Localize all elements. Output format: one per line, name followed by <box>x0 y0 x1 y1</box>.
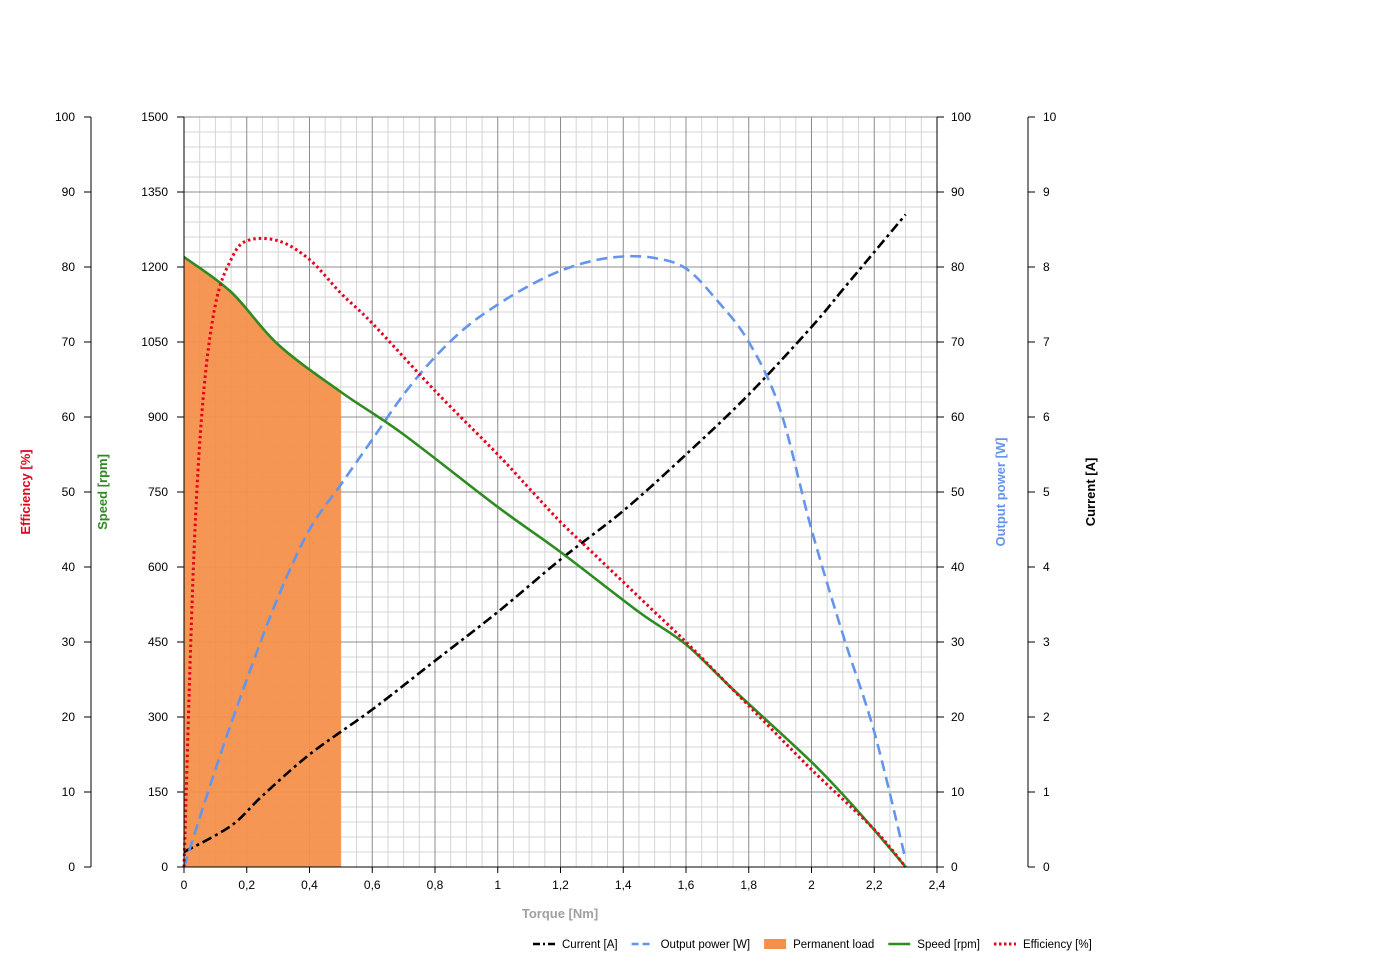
efficiency-tick-label: 100 <box>55 110 75 124</box>
efficiency-tick-label: 0 <box>68 860 75 874</box>
speed-tick-label: 1050 <box>141 335 168 349</box>
permanent-load-area-layer <box>184 257 341 867</box>
output-power-tick-label: 80 <box>951 260 965 274</box>
speed-tick-label: 900 <box>148 410 168 424</box>
efficiency-tick-label: 10 <box>62 785 76 799</box>
output-power-tick-label: 50 <box>951 485 965 499</box>
efficiency-tick-label: 90 <box>62 185 76 199</box>
output-power-tick-label: 0 <box>951 860 958 874</box>
speed-tick-label: 300 <box>148 710 168 724</box>
x-tick-label: 2,4 <box>929 878 946 892</box>
efficiency-tick-label: 70 <box>62 335 76 349</box>
x-tick-label: 0,4 <box>301 878 318 892</box>
speed-tick-label: 150 <box>148 785 168 799</box>
current-tick-label: 4 <box>1043 560 1050 574</box>
current-tick-label: 0 <box>1043 860 1050 874</box>
x-tick-label: 2,2 <box>866 878 883 892</box>
current-tick-label: 3 <box>1043 635 1050 649</box>
permanent-load-legend-swatch <box>764 939 787 949</box>
efficiency-tick-label: 50 <box>62 485 76 499</box>
efficiency-axis-title: Efficiency [%] <box>18 449 33 534</box>
current-axis-title: Current [A] <box>1083 458 1098 527</box>
output-power-tick-label: 40 <box>951 560 965 574</box>
output-power-tick-label: 100 <box>951 110 971 124</box>
efficiency-legend-label: Efficiency [%] <box>1023 939 1092 951</box>
current-tick-label: 8 <box>1043 260 1050 274</box>
speed-tick-label: 750 <box>148 485 168 499</box>
x-axis-title: Torque [Nm] <box>522 906 598 921</box>
efficiency-tick-label: 60 <box>62 410 76 424</box>
x-tick-label: 0,6 <box>364 878 381 892</box>
speed-tick-label: 0 <box>161 860 168 874</box>
speed-tick-label: 600 <box>148 560 168 574</box>
output-power-tick-label: 70 <box>951 335 965 349</box>
current-tick-label: 9 <box>1043 185 1050 199</box>
x-tick-label: 1,8 <box>740 878 757 892</box>
speed-tick-label: 1500 <box>141 110 168 124</box>
efficiency-tick-label: 80 <box>62 260 76 274</box>
efficiency-tick-label: 30 <box>62 635 76 649</box>
output-power-w-line <box>182 254 907 868</box>
speed-rpm-line <box>183 255 907 868</box>
current-tick-label: 2 <box>1043 710 1050 724</box>
efficiency-line <box>182 236 907 868</box>
efficiency-tick-label: 20 <box>62 710 76 724</box>
legend: Current [A] Output power [W] Permanent loa… <box>533 939 1092 951</box>
speed-tick-label: 1200 <box>141 260 168 274</box>
x-tick-label: 0,8 <box>427 878 444 892</box>
output-power-tick-label: 90 <box>951 185 965 199</box>
current-tick-label: 7 <box>1043 335 1050 349</box>
current-a-legend-label: Current [A] <box>562 939 618 951</box>
x-tick-label: 1,4 <box>615 878 632 892</box>
series-layer <box>182 213 907 868</box>
output-power-tick-label: 30 <box>951 635 965 649</box>
efficiency-tick-label: 40 <box>62 560 76 574</box>
speed-rpm-legend-label: Speed [rpm] <box>917 939 980 951</box>
output-power-axis-title: Output power [W] <box>993 437 1008 546</box>
current-tick-label: 6 <box>1043 410 1050 424</box>
x-tick-label: 1 <box>494 878 501 892</box>
speed-axis-title: Speed [rpm] <box>95 454 110 530</box>
x-tick-label: 1,6 <box>678 878 695 892</box>
axes: 0 0,2 0,4 0,6 0,8 1 1,2 1,4 1,6 1,8 2 2,2 2,40102030… <box>55 110 1057 892</box>
current-tick-label: 5 <box>1043 485 1050 499</box>
x-tick-label: 2 <box>808 878 815 892</box>
permanent-load-legend-label: Permanent load <box>793 939 874 951</box>
x-tick-label: 0,2 <box>238 878 255 892</box>
output-power-tick-label: 10 <box>951 785 965 799</box>
output-power-tick-label: 60 <box>951 410 965 424</box>
current-tick-label: 10 <box>1043 110 1057 124</box>
permanent-load-area <box>184 257 341 867</box>
x-tick-label: 1,2 <box>552 878 569 892</box>
output-power-tick-label: 20 <box>951 710 965 724</box>
current-a-line <box>183 213 907 854</box>
speed-tick-label: 450 <box>148 635 168 649</box>
current-tick-label: 1 <box>1043 785 1050 799</box>
x-tick-label: 0 <box>181 878 188 892</box>
output-power-w-legend-label: Output power [W] <box>661 939 750 951</box>
speed-tick-label: 1350 <box>141 185 168 199</box>
